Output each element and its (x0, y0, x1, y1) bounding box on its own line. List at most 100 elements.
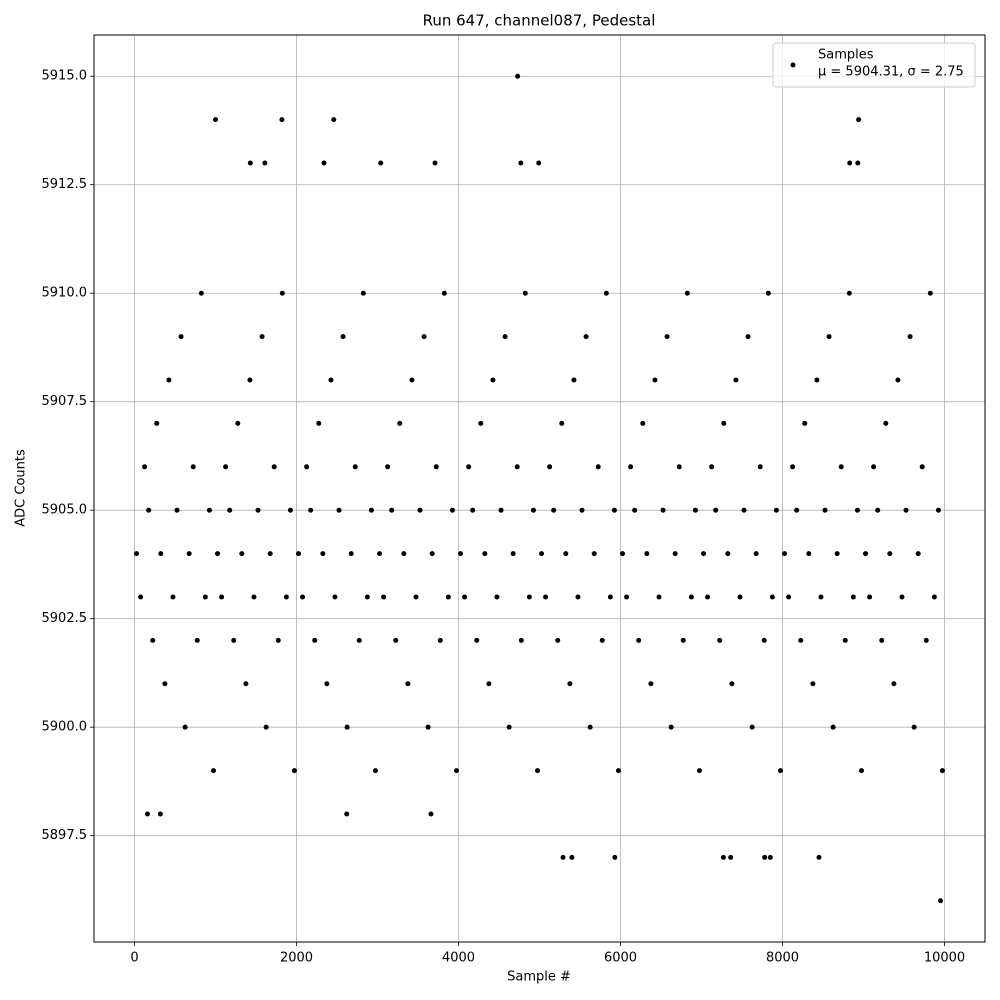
point (536, 160, 542, 166)
point (466, 464, 472, 470)
point (656, 594, 662, 600)
point (409, 377, 415, 383)
point (684, 290, 690, 296)
point (300, 594, 306, 600)
point (213, 117, 218, 123)
point (846, 290, 852, 296)
point (267, 551, 273, 557)
point (895, 377, 901, 383)
point (603, 290, 609, 296)
plot-frame (93, 34, 986, 943)
point (348, 551, 354, 557)
point (271, 464, 277, 470)
point (883, 420, 889, 426)
point (279, 290, 285, 296)
point (937, 898, 943, 904)
point (432, 160, 438, 166)
point (915, 551, 921, 557)
point (757, 464, 763, 470)
x-tick-label: 2000 (280, 951, 313, 966)
point (170, 594, 176, 600)
point (720, 854, 726, 860)
point (453, 768, 459, 774)
point (215, 551, 221, 557)
point (575, 594, 581, 600)
point (320, 551, 326, 557)
point (696, 768, 702, 774)
point (607, 594, 613, 600)
point (417, 507, 423, 513)
point (761, 637, 767, 643)
point (219, 594, 225, 600)
point (445, 594, 451, 600)
point (344, 724, 350, 730)
point (847, 160, 853, 166)
point (332, 594, 338, 600)
point (612, 854, 618, 860)
point (142, 464, 148, 470)
point (692, 507, 698, 513)
point (304, 464, 310, 470)
point (583, 334, 589, 340)
point (518, 637, 524, 643)
point (530, 507, 536, 513)
point (522, 290, 528, 296)
point (518, 160, 524, 166)
point (830, 724, 836, 730)
point (672, 551, 678, 557)
point (397, 420, 403, 426)
point (437, 637, 443, 643)
points (134, 73, 945, 904)
point (615, 768, 621, 774)
point (923, 637, 929, 643)
point (198, 290, 204, 296)
point (907, 334, 913, 340)
point (676, 464, 682, 470)
point (806, 551, 812, 557)
point (478, 420, 484, 426)
y-tick-label: 5902.5 (42, 611, 88, 626)
point (389, 507, 395, 513)
point (539, 551, 545, 557)
point (903, 507, 909, 513)
point (324, 681, 330, 687)
point (838, 464, 844, 470)
point (931, 594, 937, 600)
point (887, 551, 893, 557)
point (919, 464, 925, 470)
point (737, 594, 743, 600)
point (728, 854, 734, 860)
point (729, 681, 735, 687)
point (717, 637, 723, 643)
point (782, 551, 788, 557)
point (810, 681, 816, 687)
point (773, 507, 779, 513)
point (227, 507, 233, 513)
point (786, 594, 792, 600)
point (356, 637, 362, 643)
point (494, 594, 500, 600)
point (854, 507, 860, 513)
x-tick-label: 8000 (766, 951, 799, 966)
point (514, 464, 520, 470)
point (701, 551, 707, 557)
point (713, 507, 719, 513)
point (644, 551, 650, 557)
point (863, 551, 869, 557)
point (474, 637, 480, 643)
point (935, 507, 941, 513)
point (429, 551, 435, 557)
point (547, 464, 553, 470)
point (405, 681, 411, 687)
point (802, 420, 808, 426)
point (144, 811, 150, 817)
point (283, 594, 289, 600)
point (308, 507, 314, 513)
point (611, 507, 617, 513)
point (360, 290, 366, 296)
point (206, 507, 212, 513)
point (721, 420, 727, 426)
y-axis-label: ADC Counts (14, 449, 29, 527)
point (822, 507, 828, 513)
point (939, 768, 945, 774)
